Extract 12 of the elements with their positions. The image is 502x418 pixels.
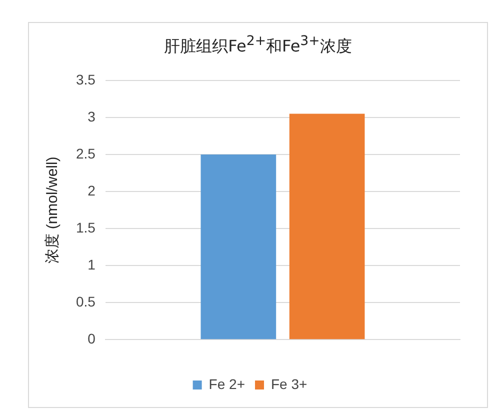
y-tick-label: 3 [88, 108, 96, 124]
y-tick-label: 3.5 [76, 71, 96, 88]
y-tick-label: 1 [88, 256, 96, 272]
y-tick-label: 0 [88, 330, 96, 346]
legend-label: Fe 2+ [208, 376, 246, 392]
y-tick-label: 0.5 [76, 293, 96, 310]
y-axis-title: 浓度 (nmol/well) [44, 156, 62, 264]
y-tick-label: 1.5 [76, 219, 96, 236]
y-tick-label: 2.5 [76, 145, 96, 162]
y-tick-label: 2 [88, 182, 96, 198]
legend-label: Fe 3+ [271, 376, 308, 392]
chart-title: 肝脏组织Fe$^{2+}$和Fe$^{3+}$浓度 [163, 34, 353, 58]
